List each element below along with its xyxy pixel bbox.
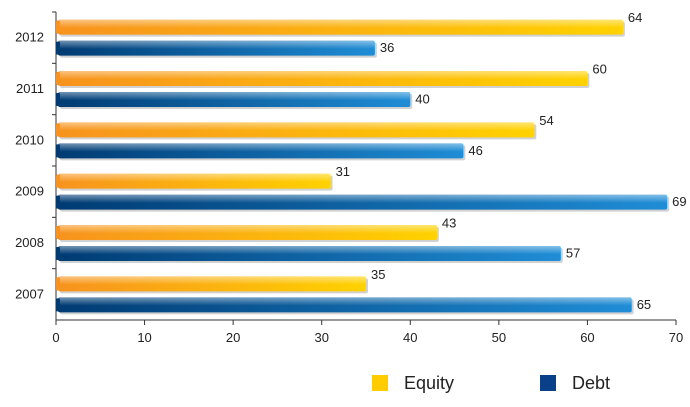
x-tick-label: 40	[403, 330, 417, 345]
bar-highlight	[58, 71, 588, 86]
bar-highlight	[58, 276, 366, 292]
bar-highlight	[58, 143, 464, 159]
data-label-debt: 40	[415, 92, 429, 107]
legend-swatch-equity	[372, 375, 388, 391]
y-category-label: 2010	[15, 132, 44, 147]
x-tick-label: 20	[226, 330, 240, 345]
y-category-label: 2007	[15, 286, 44, 301]
data-label-debt: 36	[380, 40, 394, 55]
x-tick-label: 0	[52, 330, 59, 345]
bar-highlight	[58, 225, 437, 240]
data-label-equity: 60	[592, 62, 606, 77]
data-label-equity: 54	[539, 113, 553, 128]
bar-end-cap	[56, 195, 60, 209]
bar-highlight	[58, 246, 561, 261]
data-label-debt: 46	[468, 143, 482, 158]
x-tick-label: 70	[669, 330, 683, 345]
legend-swatch-debt	[540, 375, 556, 391]
y-category-label: 2009	[15, 184, 44, 199]
bar-highlight	[58, 40, 375, 56]
bar-end-cap	[56, 174, 60, 188]
bar-highlight	[58, 297, 632, 313]
y-category-label: 2012	[15, 30, 44, 45]
bar-end-cap	[56, 41, 60, 55]
y-category-label: 2011	[16, 81, 44, 96]
bar-end-cap	[56, 298, 60, 312]
bar-end-cap	[56, 123, 60, 137]
bar-end-cap	[56, 247, 60, 260]
data-label-equity: 31	[336, 164, 350, 179]
x-tick-label: 30	[314, 330, 328, 345]
data-label-debt: 57	[566, 246, 580, 261]
bar-end-cap	[56, 93, 60, 106]
bar-highlight	[58, 122, 535, 138]
data-label-debt: 65	[637, 297, 651, 312]
bar-highlight	[58, 173, 331, 189]
bar-end-cap	[56, 277, 60, 291]
bar-end-cap	[56, 226, 60, 239]
bar-highlight	[58, 194, 668, 210]
bar-highlight	[58, 92, 411, 107]
legend-label-equity: Equity	[404, 373, 454, 393]
x-tick-label: 10	[137, 330, 151, 345]
bar-end-cap	[56, 72, 60, 85]
x-tick-label: 50	[492, 330, 506, 345]
data-label-debt: 69	[672, 194, 686, 209]
bar-end-cap	[56, 144, 60, 158]
bar-highlight	[58, 19, 623, 35]
x-tick-label: 60	[580, 330, 594, 345]
y-category-label: 2008	[15, 235, 44, 250]
data-label-equity: 35	[371, 267, 385, 282]
data-label-equity: 64	[628, 10, 642, 25]
bar-end-cap	[56, 20, 60, 34]
data-label-equity: 43	[442, 216, 456, 231]
legend-label-debt: Debt	[572, 373, 610, 393]
